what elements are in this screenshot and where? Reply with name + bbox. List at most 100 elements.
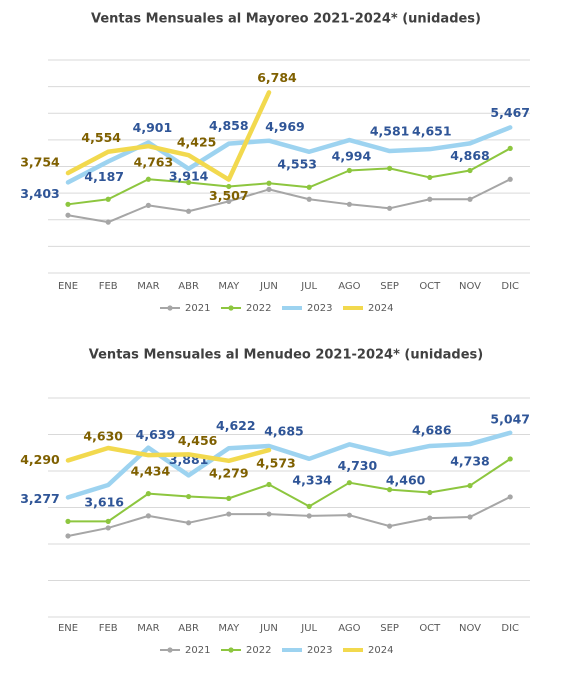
data-label: 4,651 bbox=[412, 124, 452, 139]
point bbox=[65, 212, 71, 218]
legend-label: 2024 bbox=[368, 645, 393, 656]
series-line bbox=[65, 445, 272, 464]
x-tick-label: MAY bbox=[218, 623, 240, 634]
legend-label: 2022 bbox=[246, 645, 271, 656]
x-tick-label: DIC bbox=[501, 281, 519, 292]
data-label: 4,456 bbox=[178, 433, 218, 448]
point bbox=[427, 489, 433, 496]
point bbox=[266, 511, 272, 517]
data-label: 4,554 bbox=[81, 130, 121, 145]
point bbox=[186, 179, 192, 186]
x-tick-label: FEB bbox=[99, 281, 118, 292]
x-tick-label: MAY bbox=[218, 281, 240, 292]
x-tick-label: AGO bbox=[338, 281, 360, 292]
data-label: 4,858 bbox=[209, 118, 249, 133]
series-line bbox=[67, 457, 512, 523]
point bbox=[467, 483, 473, 489]
x-tick-label: SEP bbox=[380, 623, 399, 634]
point bbox=[226, 198, 232, 204]
point bbox=[306, 184, 312, 190]
x-tick-label: ENE bbox=[58, 623, 78, 634]
data-label: 4,969 bbox=[265, 119, 305, 134]
series-line bbox=[67, 495, 512, 537]
data-label: 4,630 bbox=[83, 429, 123, 444]
point bbox=[266, 180, 272, 186]
point bbox=[145, 176, 151, 182]
point bbox=[467, 196, 473, 202]
x-tick-label: ENE bbox=[58, 281, 78, 292]
point bbox=[186, 208, 192, 214]
data-label: 5,467 bbox=[490, 105, 530, 120]
point bbox=[467, 514, 473, 520]
x-tick-label: OCT bbox=[419, 281, 441, 292]
legend-marker bbox=[167, 647, 173, 653]
point bbox=[65, 533, 71, 539]
chart-title: Ventas Mensuales al Mayoreo 2021-2024* (… bbox=[91, 12, 481, 27]
point bbox=[105, 518, 111, 524]
point bbox=[427, 515, 433, 521]
data-label: 4,868 bbox=[450, 148, 490, 163]
data-label: 3,507 bbox=[209, 188, 249, 203]
data-label: 3,277 bbox=[20, 491, 60, 506]
x-tick-label: JUL bbox=[300, 623, 317, 634]
point bbox=[346, 167, 352, 174]
data-label: 4,622 bbox=[216, 418, 256, 433]
data-label: 4,994 bbox=[332, 149, 372, 164]
data-label: 4,738 bbox=[450, 454, 490, 469]
x-tick-label: ABR bbox=[178, 623, 199, 634]
data-label: 4,279 bbox=[209, 465, 249, 480]
point bbox=[306, 196, 312, 202]
legend-marker bbox=[167, 305, 173, 311]
legend-label: 2024 bbox=[368, 303, 393, 314]
x-tick-label: NOV bbox=[459, 623, 481, 634]
data-label: 6,784 bbox=[257, 70, 297, 85]
point bbox=[346, 201, 352, 207]
data-label: 3,616 bbox=[84, 495, 124, 510]
point bbox=[427, 174, 433, 181]
point bbox=[186, 493, 192, 500]
data-label: 4,581 bbox=[370, 124, 410, 139]
chart-title: Ventas Mensuales al Menudeo 2021-2024* (… bbox=[89, 348, 483, 363]
point bbox=[105, 196, 111, 202]
data-label: 4,553 bbox=[277, 156, 317, 171]
point bbox=[226, 495, 232, 501]
point bbox=[346, 480, 352, 486]
x-tick-label: OCT bbox=[419, 623, 441, 634]
x-tick-label: ABR bbox=[178, 281, 199, 292]
legend-marker bbox=[228, 305, 234, 311]
data-label: 4,290 bbox=[20, 452, 60, 467]
series-line bbox=[65, 90, 272, 182]
point bbox=[186, 520, 192, 526]
data-label: 4,425 bbox=[177, 135, 217, 150]
point bbox=[507, 145, 513, 151]
point bbox=[306, 513, 312, 519]
x-tick-label: MAR bbox=[137, 281, 159, 292]
series-line bbox=[67, 178, 512, 224]
point bbox=[105, 525, 111, 531]
data-label: 4,686 bbox=[412, 422, 452, 437]
point bbox=[467, 167, 473, 174]
series-line bbox=[67, 147, 512, 206]
point bbox=[507, 494, 513, 500]
legend-label: 2023 bbox=[307, 645, 332, 656]
point bbox=[266, 186, 272, 192]
legend-label: 2022 bbox=[246, 303, 271, 314]
point bbox=[145, 513, 151, 519]
x-tick-label: JUN bbox=[259, 623, 278, 634]
x-tick-label: DIC bbox=[501, 623, 519, 634]
data-label: 4,763 bbox=[134, 155, 174, 170]
point bbox=[266, 481, 272, 488]
data-label: 3,754 bbox=[20, 155, 60, 170]
point bbox=[145, 491, 151, 497]
x-tick-label: FEB bbox=[99, 623, 118, 634]
point bbox=[387, 205, 393, 211]
legend-label: 2023 bbox=[307, 303, 332, 314]
data-label: 4,573 bbox=[256, 456, 296, 471]
data-label: 3,914 bbox=[169, 168, 209, 183]
legend-marker bbox=[228, 647, 234, 653]
point bbox=[65, 201, 71, 207]
point bbox=[65, 518, 71, 524]
data-label: 4,187 bbox=[84, 169, 124, 184]
data-label: 4,639 bbox=[136, 427, 176, 442]
